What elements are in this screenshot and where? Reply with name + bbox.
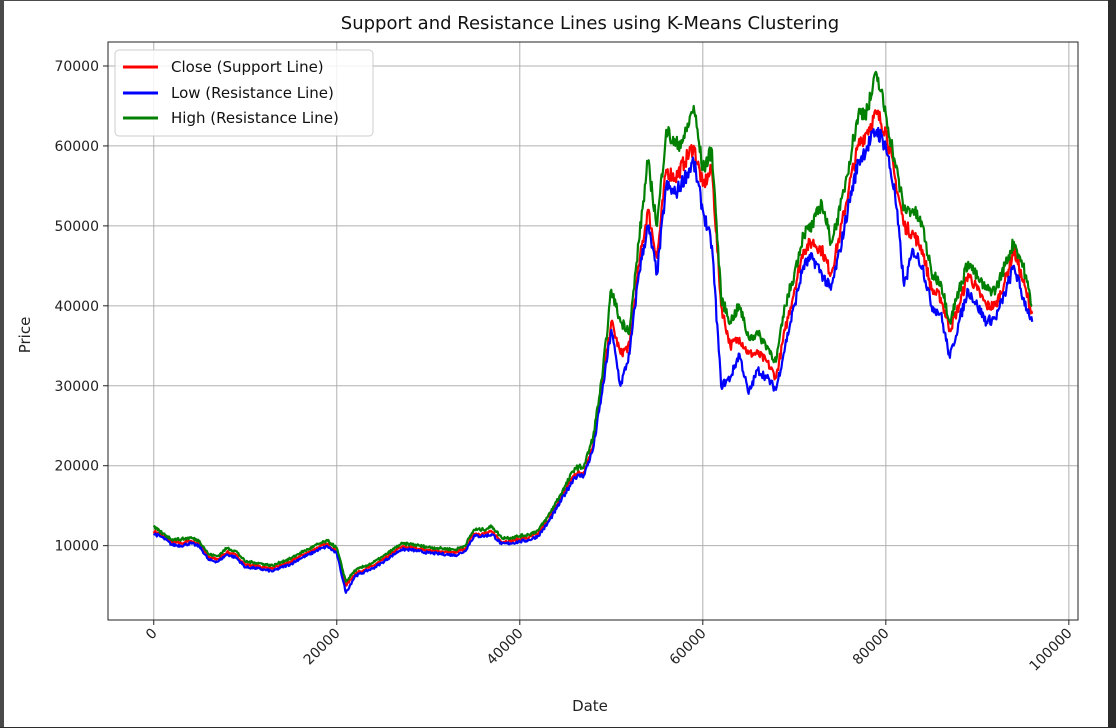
series-lines	[152, 70, 1034, 594]
chart-figure: 0 20000 40000 60000 80000 100000 10000 20000 30…	[16, 13, 1079, 715]
legend-label-high: High (Resistance Line)	[171, 109, 339, 127]
y-tick-label: 40000	[54, 299, 99, 315]
series-line-2	[152, 70, 1033, 583]
legend-label-close: Close (Support Line)	[171, 58, 324, 76]
x-tick-label: 60000	[667, 626, 710, 669]
y-tick-label: 70000	[54, 59, 99, 75]
x-tick-label: 40000	[484, 626, 527, 669]
x-ticks: 0 20000 40000 60000 80000 100000	[143, 620, 1076, 675]
y-tick-label: 30000	[54, 379, 99, 395]
x-tick-label: 20000	[301, 626, 344, 669]
y-axis-label: Price	[16, 317, 34, 354]
legend: Close (Support Line) Low (Resistance Lin…	[114, 49, 374, 137]
y-ticks: 10000 20000 30000 40000 50000 60000 70000	[54, 59, 108, 555]
legend-box	[114, 49, 374, 137]
y-tick-label: 60000	[54, 139, 99, 155]
x-tick-label: 100000	[1027, 626, 1076, 675]
y-tick-label: 20000	[54, 459, 99, 475]
plot-area-frame	[107, 41, 1079, 621]
x-tick-label: 0	[143, 626, 161, 644]
y-tick-label: 10000	[54, 539, 99, 555]
series-line-0	[152, 109, 1034, 587]
x-tick-label: 80000	[850, 626, 893, 669]
series-line-1	[152, 126, 1034, 594]
chart-title: Support and Resistance Lines using K-Mea…	[341, 13, 839, 34]
grid-lines	[108, 42, 1078, 620]
y-tick-label: 50000	[54, 219, 99, 235]
legend-label-low: Low (Resistance Line)	[171, 84, 334, 102]
x-axis-label: Date	[572, 697, 608, 715]
